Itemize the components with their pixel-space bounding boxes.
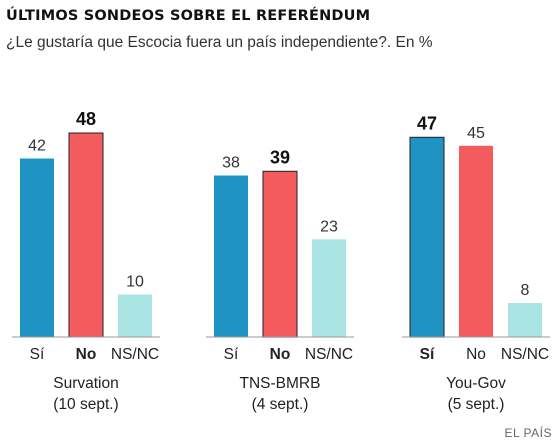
category-label-you-gov-2: NS/NC — [501, 346, 549, 363]
category-label-you-gov-1: No — [466, 346, 486, 363]
category-label-tns-bmrb-1: No — [270, 346, 291, 363]
value-label-tns-bmrb-0: 38 — [222, 155, 240, 172]
bar-you-gov-1 — [459, 145, 493, 338]
category-label-tns-bmrb-0: Sí — [224, 346, 239, 363]
value-label-tns-bmrb-1: 39 — [270, 147, 290, 167]
bar-you-gov-0 — [409, 136, 445, 338]
group-date-tns-bmrb: (4 sept.) — [252, 396, 309, 413]
bar-survation-1 — [68, 132, 104, 338]
value-label-survation-0: 42 — [28, 138, 46, 155]
category-label-survation-2: NS/NC — [111, 346, 159, 363]
bar-tns-bmrb-1 — [262, 170, 298, 338]
bar-tns-bmrb-0 — [214, 175, 248, 337]
value-label-tns-bmrb-2: 23 — [320, 218, 338, 235]
group-label-you-gov: You-Gov — [446, 375, 506, 392]
chart-title: ÚLTIMOS SONDEOS SOBRE EL REFERÉNDUM — [6, 8, 371, 24]
group-label-tns-bmrb: TNS-BMRB — [240, 375, 321, 392]
bar-tns-bmrb-2 — [312, 239, 346, 338]
group-label-survation: Survation — [53, 375, 118, 392]
bar-you-gov-2 — [508, 303, 542, 337]
category-label-tns-bmrb-2: NS/NC — [305, 346, 353, 363]
chart-subtitle: ¿Le gustaría que Escocia fuera un país i… — [6, 34, 433, 51]
category-label-survation-1: No — [76, 346, 97, 363]
category-label-survation-0: Sí — [30, 346, 45, 363]
group-date-you-gov: (5 sept.) — [448, 396, 505, 413]
group-date-survation: (10 sept.) — [53, 396, 118, 413]
source-credit: EL PAÍS — [504, 426, 552, 440]
value-label-survation-2: 10 — [126, 274, 144, 291]
bar-survation-0 — [20, 158, 54, 337]
value-label-survation-1: 48 — [76, 109, 96, 129]
bar-survation-2 — [118, 294, 152, 337]
value-label-you-gov-2: 8 — [521, 282, 530, 299]
value-label-you-gov-0: 47 — [417, 113, 437, 133]
value-label-you-gov-1: 45 — [467, 125, 485, 142]
category-label-you-gov-0: Sí — [420, 346, 435, 363]
